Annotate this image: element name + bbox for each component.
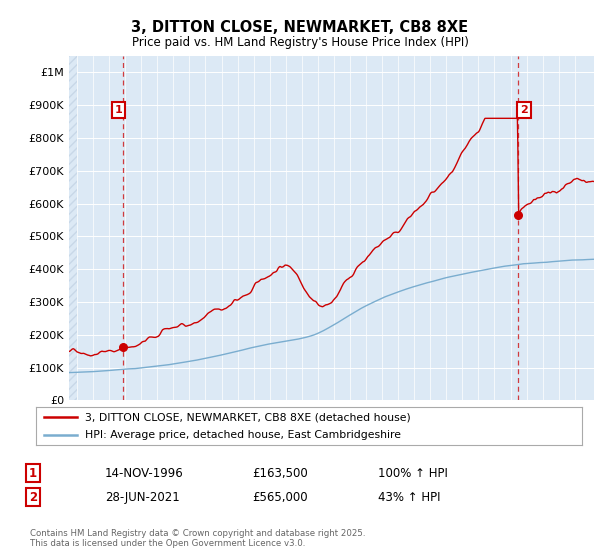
Text: 100% ↑ HPI: 100% ↑ HPI: [378, 466, 448, 480]
Text: 2: 2: [29, 491, 37, 504]
Text: £163,500: £163,500: [252, 466, 308, 480]
Text: 1: 1: [115, 105, 122, 115]
Text: 14-NOV-1996: 14-NOV-1996: [105, 466, 184, 480]
Bar: [69, 56, 77, 400]
Text: 1: 1: [29, 466, 37, 480]
Text: Contains HM Land Registry data © Crown copyright and database right 2025.
This d: Contains HM Land Registry data © Crown c…: [30, 529, 365, 548]
Text: 3, DITTON CLOSE, NEWMARKET, CB8 8XE: 3, DITTON CLOSE, NEWMARKET, CB8 8XE: [131, 20, 469, 35]
Text: 43% ↑ HPI: 43% ↑ HPI: [378, 491, 440, 504]
Text: Price paid vs. HM Land Registry's House Price Index (HPI): Price paid vs. HM Land Registry's House …: [131, 36, 469, 49]
Text: HPI: Average price, detached house, East Cambridgeshire: HPI: Average price, detached house, East…: [85, 430, 401, 440]
Text: £565,000: £565,000: [252, 491, 308, 504]
Point: [514, 211, 523, 220]
Text: 2: 2: [520, 105, 528, 115]
Text: 28-JUN-2021: 28-JUN-2021: [105, 491, 180, 504]
Text: 3, DITTON CLOSE, NEWMARKET, CB8 8XE (detached house): 3, DITTON CLOSE, NEWMARKET, CB8 8XE (det…: [85, 412, 411, 422]
Point: [118, 342, 128, 351]
